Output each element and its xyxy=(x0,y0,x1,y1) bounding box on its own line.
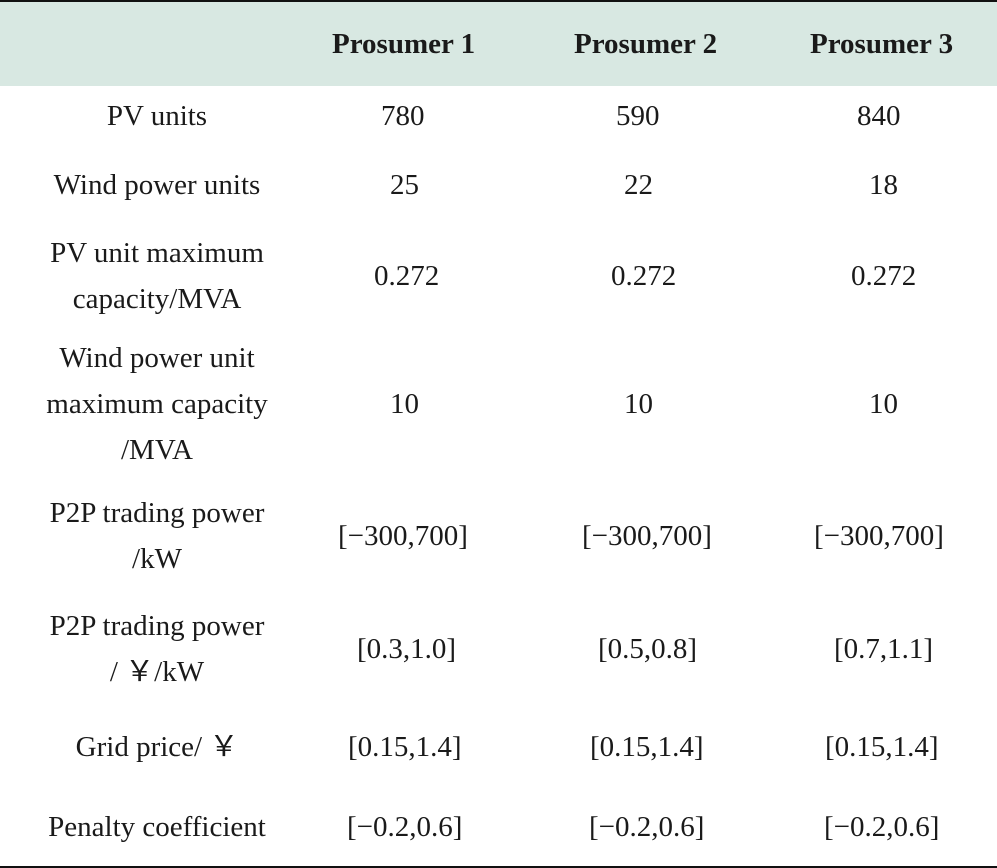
row-label-line: PV unit maximum xyxy=(50,237,264,269)
row-label: PV units xyxy=(0,86,314,146)
table-row: Wind power unit maximum capacity /MVA 10… xyxy=(0,328,997,480)
table-cell: [−300,700] xyxy=(814,520,944,552)
row-label-line: Grid price/ ￥ xyxy=(75,731,239,763)
row-label-line: maximum capacity xyxy=(46,388,268,420)
row-label: PV unit maximum capacity/MVA xyxy=(0,224,314,328)
header-cell-prosumer-3: Prosumer 3 xyxy=(796,0,997,86)
row-label: Wind power unit maximum capacity /MVA xyxy=(0,328,314,480)
table-cell: [−300,700] xyxy=(582,520,712,552)
row-label-line: / ￥/kW xyxy=(109,656,205,688)
table-row: PV units 780 590 840 xyxy=(0,86,997,146)
table-row: P2P trading power /kW [−300,700] [−300,7… xyxy=(0,480,997,592)
row-label-line: P2P trading power xyxy=(49,497,265,529)
table-cell: 10 xyxy=(624,388,653,420)
table-cell: [−0.2,0.6] xyxy=(542,788,796,868)
row-label-line: Penalty coefficient xyxy=(48,811,266,843)
table-row: P2P trading power / ￥/kW [0.3,1.0] [0.5,… xyxy=(0,592,997,706)
row-label: Grid price/ ￥ xyxy=(0,706,314,788)
table-cell: [0.15,1.4] xyxy=(348,731,462,763)
table-cell: 10 xyxy=(390,388,419,420)
table-cell: [0.15,1.4] xyxy=(590,731,704,763)
row-label: Penalty coefficient xyxy=(0,788,314,868)
table-cell: 840 xyxy=(857,100,901,132)
table-row: PV unit maximum capacity/MVA 0.272 0.272… xyxy=(0,224,997,328)
row-label-line: capacity/MVA xyxy=(72,283,242,315)
table-row: Wind power units 25 22 18 xyxy=(0,146,997,224)
header-cell-prosumer-1: Prosumer 1 xyxy=(314,0,542,86)
table-cell: 25 xyxy=(390,169,419,201)
header-cell-empty xyxy=(0,0,314,86)
table-cell: 18 xyxy=(869,169,898,201)
table-cell: 780 xyxy=(381,100,425,132)
table-cell: [−0.2,0.6] xyxy=(796,788,997,868)
table-cell: [−0.2,0.6] xyxy=(314,788,542,868)
table-cell: 0.272 xyxy=(851,260,917,292)
row-label-line: P2P trading power xyxy=(49,610,265,642)
table-header-row: Prosumer 1 Prosumer 2 Prosumer 3 xyxy=(0,0,997,86)
table-cell: 10 xyxy=(869,388,898,420)
table-cell: 22 xyxy=(624,169,653,201)
table-cell: [−300,700] xyxy=(338,520,468,552)
row-label-line: PV units xyxy=(106,100,208,132)
row-label: Wind power units xyxy=(0,146,314,224)
table-cell: 0.272 xyxy=(374,260,440,292)
table-cell: [0.7,1.1] xyxy=(834,633,934,665)
table-cell: 0.272 xyxy=(611,260,677,292)
header-cell-prosumer-2: Prosumer 2 xyxy=(542,0,796,86)
table-cell: [0.15,1.4] xyxy=(825,731,939,763)
row-label: P2P trading power / ￥/kW xyxy=(0,592,314,706)
table-cell: 590 xyxy=(616,100,660,132)
table-cell: [0.3,1.0] xyxy=(357,633,457,665)
table-row: Penalty coefficient [−0.2,0.6] [−0.2,0.6… xyxy=(0,788,997,868)
row-label: P2P trading power /kW xyxy=(0,480,314,592)
table-row: Grid price/ ￥ [0.15,1.4] [0.15,1.4] [0.1… xyxy=(0,706,997,788)
row-label-line: Wind power unit xyxy=(59,342,255,374)
row-label-line: /MVA xyxy=(121,434,193,466)
row-label-line: /kW xyxy=(132,543,182,575)
table-cell: [0.5,0.8] xyxy=(598,633,698,665)
row-label-line: Wind power units xyxy=(53,169,261,201)
